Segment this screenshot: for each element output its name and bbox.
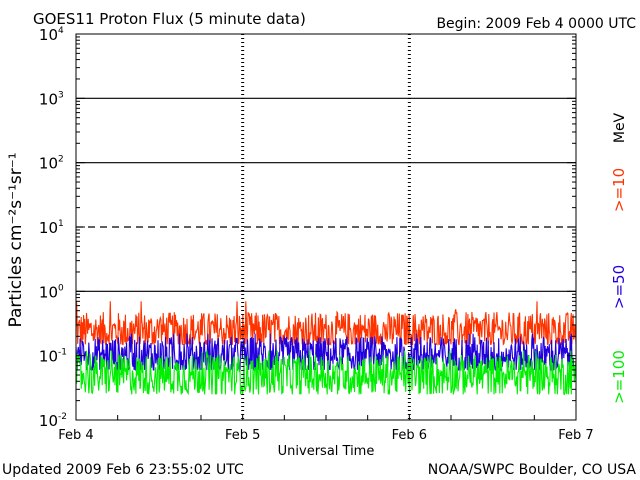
y-tick-exponent-6: 4: [58, 26, 64, 36]
chart-title: GOES11 Proton Flux (5 minute data): [33, 10, 306, 28]
legend-ge50: >=50: [610, 265, 628, 309]
legend-ge10: >=10: [610, 168, 628, 212]
y-tick-exponent-4: 2: [58, 155, 64, 165]
plot-area: [75, 33, 577, 421]
y-axis-label: Particles cm⁻²s⁻¹sr⁻¹: [6, 152, 26, 327]
series-line-0: [75, 301, 577, 346]
legend-ge100: >=100: [610, 350, 628, 404]
y-tick-label-5: 10: [39, 90, 58, 108]
y-tick-label-4: 10: [39, 155, 58, 173]
x-axis-label: Universal Time: [278, 444, 375, 459]
y-tick-exponent-5: 3: [58, 90, 64, 100]
series-layer: [75, 301, 577, 396]
x-tick-labels: Feb 4 Feb 5 Feb 6 Feb 7: [58, 428, 593, 443]
y-tick-label-3: 10: [39, 219, 58, 237]
x-tick-label-2: Feb 6: [392, 428, 427, 443]
unit-label: MeV: [612, 112, 628, 143]
x-tick-label-3: Feb 7: [558, 428, 593, 443]
y-tick-exponent-1: -1: [58, 348, 67, 358]
y-tick-exponent-3: 1: [58, 219, 64, 229]
x-tick-label-1: Feb 5: [225, 428, 260, 443]
credit-line: NOAA/SWPC Boulder, CO USA: [428, 462, 637, 478]
x-tick-label-0: Feb 4: [58, 428, 93, 443]
y-tick-label-6: 10: [39, 26, 58, 44]
series-line-2: [75, 350, 577, 396]
y-tick-exponent-2: 0: [58, 283, 64, 293]
y-tick-label-0: 10: [39, 412, 58, 430]
begin-time: Begin: 2009 Feb 4 0000 UTC: [436, 16, 636, 32]
tick-layer: [76, 33, 576, 421]
updated-timestamp: Updated 2009 Feb 6 23:55:02 UTC: [2, 462, 244, 478]
grid-layer: [76, 34, 576, 420]
y-tick-exponent-0: -2: [58, 412, 67, 422]
y-tick-label-2: 10: [39, 283, 58, 301]
y-tick-label-1: 10: [39, 348, 58, 366]
